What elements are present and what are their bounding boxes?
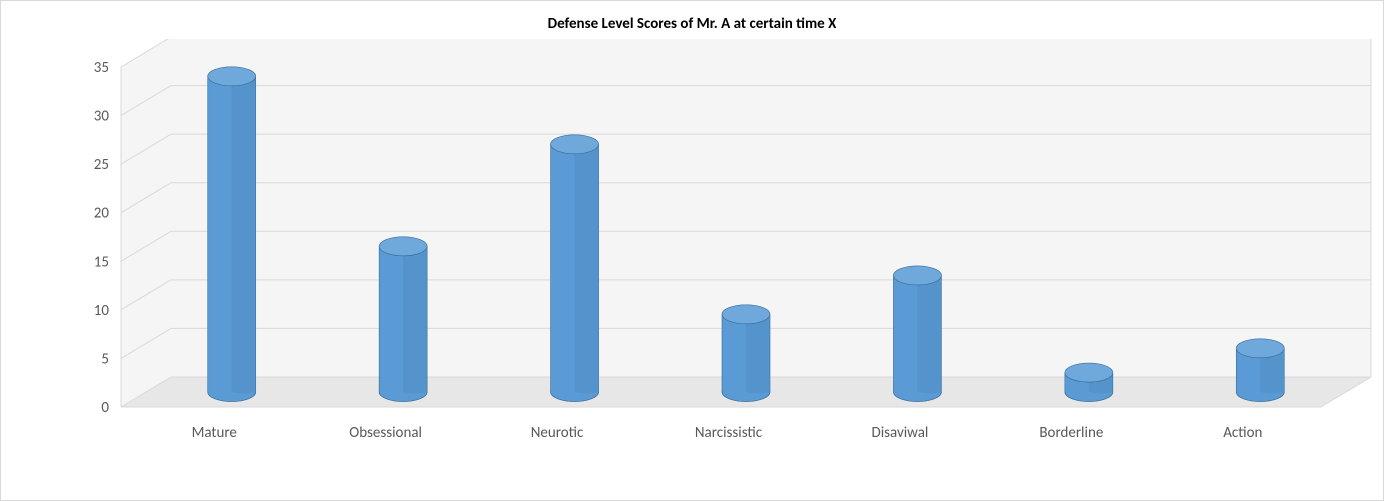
bar-cylinder <box>208 67 256 402</box>
x-tick-label: Borderline <box>1039 424 1103 442</box>
y-tick-label: 10 <box>94 302 110 320</box>
bar-cylinder <box>551 135 599 402</box>
y-tick-label: 30 <box>94 108 110 126</box>
y-tick-label: 15 <box>94 253 109 271</box>
y-tick-label: 0 <box>101 399 109 417</box>
chart-frame: Defense Level Scores of Mr. A at certain… <box>0 0 1384 501</box>
side-wall <box>121 39 171 407</box>
y-tick-label: 5 <box>101 350 109 368</box>
y-tick-label: 35 <box>94 59 109 77</box>
x-tick-label: Obsessional <box>349 424 422 442</box>
chart-plot-area: 0 5 10 15 20 25 30 35 Mature Obsessional Neurotic N… <box>1 39 1384 489</box>
x-tick-label: Narcissistic <box>695 424 763 442</box>
x-tick-label: Neurotic <box>531 424 584 442</box>
bar-cylinder <box>893 266 941 402</box>
y-tick-label: 25 <box>94 156 109 174</box>
bar-cylinder <box>1236 339 1284 402</box>
x-tick-label: Mature <box>192 424 237 442</box>
bar-cylinder <box>1065 363 1113 401</box>
y-tick-label: 20 <box>94 205 110 223</box>
x-tick-label: Disaviwal <box>871 424 928 442</box>
chart-title: Defense Level Scores of Mr. A at certain… <box>1 1 1383 39</box>
bar-cylinder <box>379 237 427 402</box>
back-wall <box>171 39 1371 377</box>
bar-cylinder <box>722 305 770 402</box>
x-tick-label: Action <box>1223 424 1262 442</box>
